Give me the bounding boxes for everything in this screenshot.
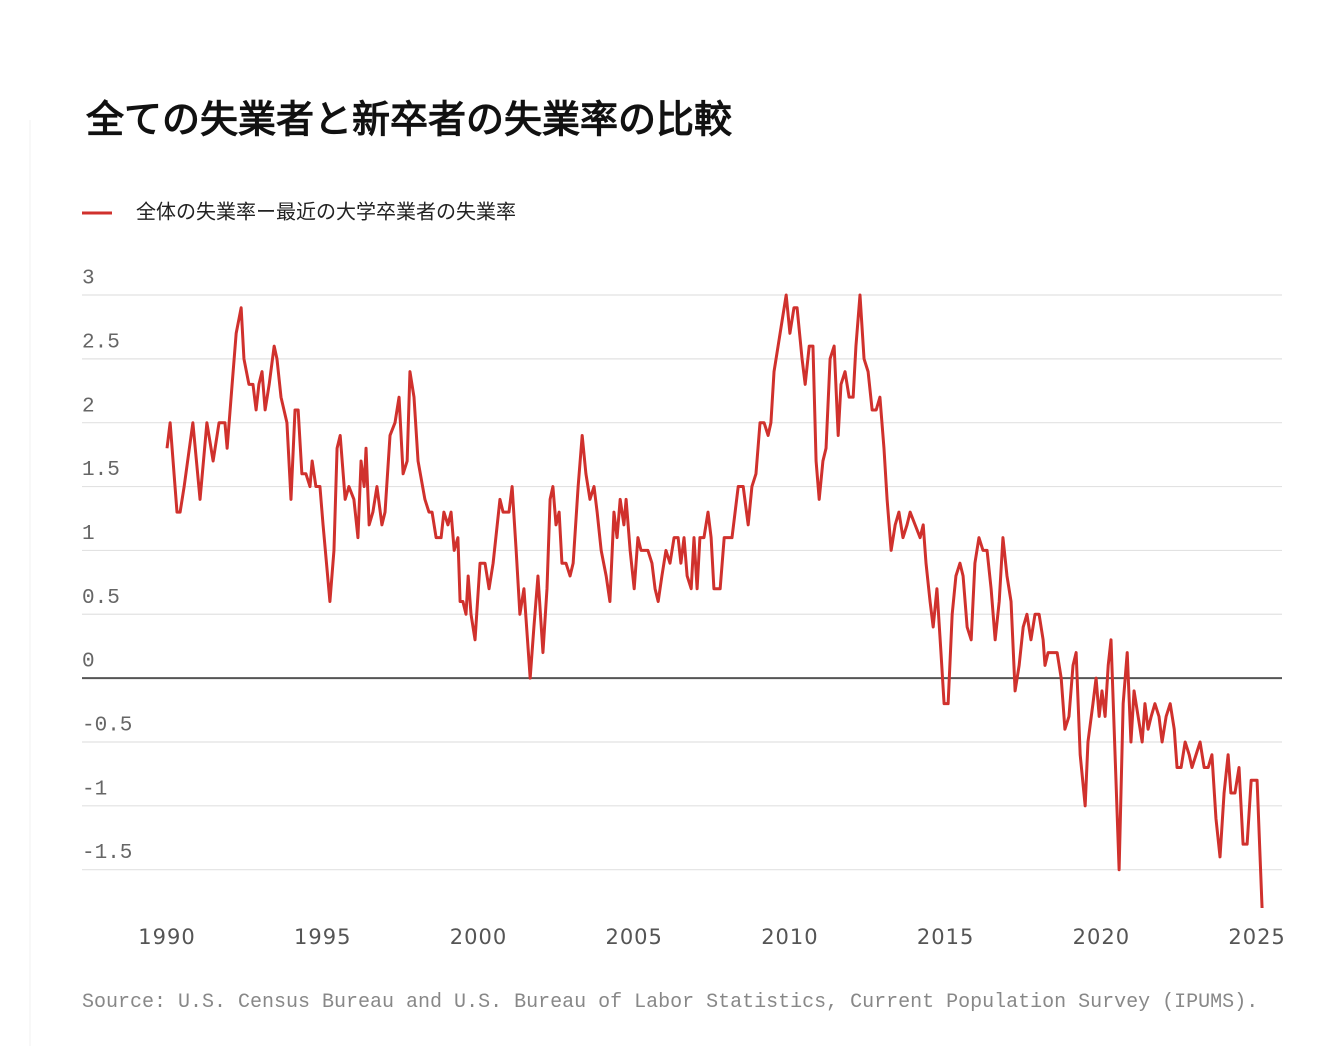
y-tick-label: -0.5: [82, 715, 132, 738]
y-tick-label: 0.5: [82, 587, 120, 610]
y-tick-label: 3: [82, 268, 95, 291]
x-tick-label: 2015: [917, 925, 974, 949]
y-tick-label: 1.5: [82, 459, 120, 482]
x-tick-label: 2020: [1073, 925, 1130, 949]
x-tick-label: 1990: [138, 925, 195, 949]
y-tick-label: 0: [82, 651, 95, 674]
data-line: [165, 293, 1264, 909]
y-tick-label: -1: [82, 778, 107, 801]
y-tick-label: 2.5: [82, 331, 120, 354]
x-tick-label: 2025: [1228, 925, 1285, 949]
legend-label: 全体の失業率ー最近の大学卒業者の失業率: [136, 200, 516, 224]
chart-title: 全ての失業者と新卒者の失業率の比較: [85, 98, 733, 142]
x-tick-label: 2000: [450, 925, 507, 949]
x-tick-label: 1995: [294, 925, 351, 949]
source-note: Source: U.S. Census Bureau and U.S. Bure…: [82, 991, 1259, 1014]
x-tick-label: 2005: [605, 925, 662, 949]
y-tick-label: -1.5: [82, 842, 132, 865]
y-tick-label: 2: [82, 395, 95, 418]
x-tick-label: 2010: [761, 925, 818, 949]
y-tick-label: 1: [82, 523, 95, 546]
